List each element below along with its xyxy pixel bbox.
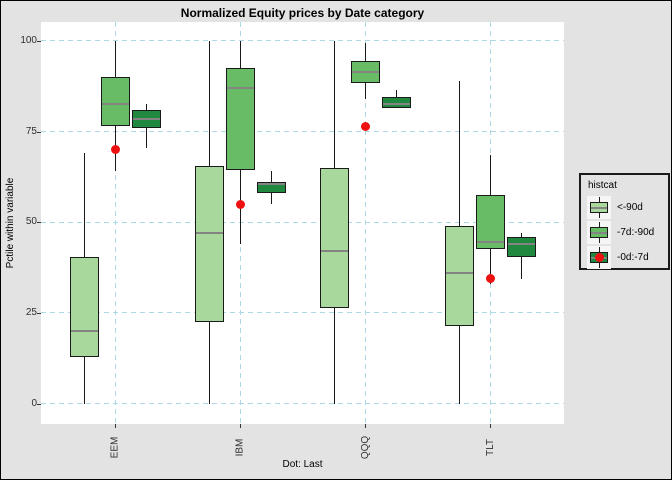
gridline-horizontal (41, 312, 564, 314)
boxplot-box--7d:-90d-EEM (100, 77, 130, 127)
legend-key-glyph (587, 246, 611, 269)
boxplot-box-<-90d-IBM (194, 166, 224, 323)
legend-entry--7d:-90d: -7d:-90d (587, 220, 662, 245)
gridline-horizontal (41, 403, 564, 405)
legend-entry--0d:-7d: -0d:-7d (587, 245, 662, 270)
boxplot-median--0d:-7d-TLT (507, 243, 535, 246)
last-value-dot-IBM (235, 199, 245, 209)
y-tick-mark (37, 312, 41, 314)
boxplot-median--0d:-7d-IBM (257, 183, 285, 186)
y-tick-label: 50 (25, 216, 37, 228)
boxplot-median--0d:-7d-QQQ (382, 103, 410, 106)
boxplot-box-<-90d-TLT (444, 225, 474, 326)
y-tick-label: 25 (25, 306, 37, 318)
last-value-dot-EEM (110, 145, 120, 155)
last-value-dot-QQQ (360, 121, 370, 131)
boxplot-box--7d:-90d-IBM (225, 68, 255, 170)
boxplot-box-<-90d-EEM (69, 256, 99, 357)
legend-label: -0d:-7d (617, 252, 649, 263)
x-tick-mark (114, 424, 116, 428)
boxplot-box--0d:-7d-TLT (506, 236, 536, 257)
boxplot-median-<-90d-IBM (195, 232, 223, 235)
boxplot-median-<-90d-QQQ (320, 250, 348, 253)
boxplot-median--7d:-90d-IBM (226, 87, 254, 90)
y-tick-mark (37, 131, 41, 133)
legend-key-glyph (587, 196, 611, 219)
y-tick-mark (37, 403, 41, 405)
gridline-horizontal (41, 40, 564, 42)
x-axis-title: Dot: Last (282, 459, 323, 470)
gridline-vertical (114, 22, 116, 424)
legend-key-dot-icon (594, 253, 604, 262)
x-tick-mark (489, 424, 491, 428)
x-tick-mark (239, 424, 241, 428)
boxplot-box--0d:-7d-QQQ (381, 97, 411, 108)
x-tick-mark (364, 424, 366, 428)
boxplot-median--7d:-90d-TLT (476, 241, 504, 244)
y-axis-title: Pctile within variable (5, 177, 16, 269)
boxplot-median--7d:-90d-EEM (101, 103, 129, 106)
legend-items: <-90d -7d:-90d -0d:-7d (587, 195, 662, 270)
x-tick-label-text: IBM (234, 438, 246, 456)
boxplot-box--7d:-90d-TLT (475, 195, 505, 250)
legend-key-median (591, 232, 607, 234)
boxplot-median--7d:-90d-QQQ (351, 70, 379, 73)
y-tick-label: 0 (31, 397, 37, 409)
legend-label: -7d:-90d (617, 227, 655, 238)
last-value-dot-TLT (485, 274, 495, 283)
legend-entry-<-90d: <-90d (587, 195, 662, 220)
y-tick-mark (37, 40, 41, 42)
x-tick-label-text: TLT (484, 438, 496, 456)
legend-label: <-90d (617, 202, 643, 213)
boxplot-median-<-90d-TLT (445, 272, 473, 275)
legend-key-glyph (587, 221, 611, 244)
boxplot-median-<-90d-EEM (70, 330, 98, 333)
x-tick-label-text: QQQ (359, 435, 371, 459)
legend-key-median (591, 207, 607, 209)
plot-panel (41, 22, 564, 424)
boxplot-median--0d:-7d-EEM (132, 117, 160, 120)
gridline-horizontal (41, 131, 564, 133)
boxplot-box-<-90d-QQQ (319, 167, 349, 308)
boxplot-box--0d:-7d-IBM (256, 182, 286, 194)
y-tick-label: 100 (20, 34, 37, 46)
y-tick-label: 75 (25, 125, 37, 137)
y-tick-mark (37, 222, 41, 224)
gridline-horizontal (41, 221, 564, 223)
chart-title: Normalized Equity prices by Date categor… (180, 6, 425, 20)
legend-title: histcat (588, 180, 617, 191)
legend: histcat <-90d -7d:-90d -0d:-7d (579, 173, 670, 270)
gridline-vertical (364, 22, 366, 424)
x-tick-label-text: EEM (109, 436, 121, 458)
